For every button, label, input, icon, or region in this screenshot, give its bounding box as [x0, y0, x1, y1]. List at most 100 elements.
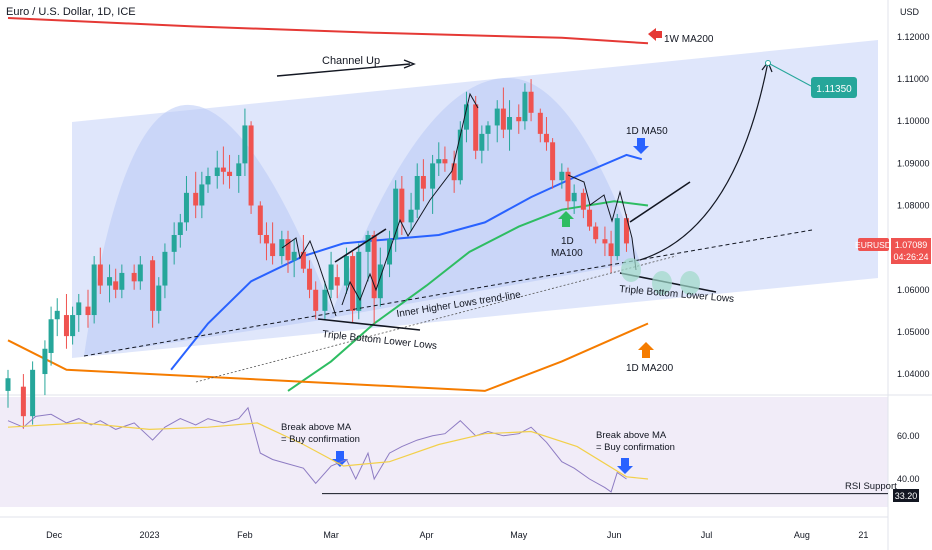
candle-body — [177, 222, 183, 235]
candle-body — [522, 91, 528, 122]
candle-body — [150, 260, 156, 311]
candle-body — [343, 256, 349, 286]
candle-body — [300, 251, 306, 269]
candle-body — [494, 108, 500, 126]
time-tick-label: Jul — [701, 530, 713, 540]
candle-body — [193, 192, 199, 206]
candle-body — [270, 243, 276, 257]
candle-body — [257, 205, 263, 235]
price-tick-label: 1.11000 — [897, 74, 929, 84]
candle-body — [291, 251, 297, 261]
candle-body — [623, 218, 629, 244]
rsi-left-pointer-arrow — [332, 451, 348, 467]
rsi-band — [0, 397, 888, 507]
candle-body — [54, 310, 60, 320]
right-breakout-line — [629, 181, 691, 223]
candle-body — [393, 188, 399, 240]
candle-body — [214, 167, 220, 177]
candle-body — [236, 163, 242, 177]
time-tick-label: Apr — [419, 530, 433, 540]
candle-body — [614, 218, 620, 257]
candle-body — [571, 192, 577, 202]
channel-up-arrowhead — [403, 59, 416, 69]
candle-body — [113, 281, 119, 290]
left-arc — [84, 104, 335, 356]
candle-body — [587, 209, 593, 227]
candle-body — [227, 171, 233, 177]
left-breakout-line — [334, 228, 387, 263]
candle-body — [500, 108, 506, 130]
candle-body — [371, 234, 377, 299]
candle-body — [205, 176, 211, 185]
candle-body — [70, 315, 76, 337]
candle-body — [137, 264, 143, 282]
ma100-1d-label-line1: 1D — [561, 236, 574, 247]
candle-body — [430, 163, 436, 189]
candle-body — [76, 302, 82, 316]
candle-body — [479, 133, 485, 151]
left-fractal-zigzag — [281, 237, 337, 317]
symbol-tag-text: EURUSD — [855, 240, 891, 250]
candle-body — [602, 239, 608, 244]
target-dot — [765, 60, 771, 66]
time-tick-label: 2023 — [140, 530, 160, 540]
center-arc — [330, 77, 640, 318]
candle-body — [350, 256, 356, 311]
candle-body — [580, 192, 586, 210]
right-fractal-zigzag — [567, 174, 637, 271]
candle-body — [463, 104, 469, 130]
candle-body — [307, 268, 313, 290]
chart-title: Euro / U.S. Dollar, 1D, ICE — [6, 6, 136, 18]
rsi-break-right-line2: = Buy confirmation — [596, 442, 675, 453]
candle-body — [442, 159, 448, 164]
rsi-layer — [7, 406, 888, 495]
rsi-tick-label: 60.00 — [897, 431, 920, 441]
candle-body — [156, 285, 162, 311]
candle-body — [550, 142, 556, 181]
candle-body — [543, 133, 549, 143]
time-tick-label: Dec — [46, 530, 63, 540]
candle-body — [263, 234, 269, 244]
ma100-1d-label-line2: MA100 — [551, 248, 583, 259]
candle-body — [322, 289, 328, 311]
candle-body — [451, 163, 457, 181]
candle-body — [565, 171, 571, 202]
currency-label: USD — [900, 7, 920, 17]
candle-body — [20, 386, 26, 417]
candle-body — [220, 167, 226, 172]
candle-body — [48, 319, 54, 353]
candle-body — [377, 264, 383, 299]
time-tick-label: Jun — [607, 530, 622, 540]
candle-body — [436, 159, 442, 164]
bottom-marker-bubble — [621, 258, 641, 282]
drawings-layer — [83, 28, 813, 474]
ma50-1d-label: 1D MA50 — [626, 126, 668, 137]
projection-curve — [639, 61, 769, 261]
ma-line — [287, 200, 649, 392]
candle-body — [485, 125, 491, 134]
candle-body — [162, 251, 168, 286]
price-tag — [891, 238, 931, 264]
candle-body — [97, 264, 103, 286]
rsi-break-left-line1: Break above MA — [281, 422, 352, 433]
rsi-ma-line — [7, 422, 649, 480]
channel-up-label: Channel Up — [322, 55, 380, 67]
ma-line — [170, 153, 643, 371]
candle-body — [5, 378, 11, 391]
price-tick-label: 1.05000 — [897, 327, 930, 337]
inner-higher-lows-trendline — [195, 255, 677, 383]
candle-body — [91, 264, 97, 316]
price-tick-label: 1.09000 — [897, 158, 930, 168]
left-projection-path — [341, 92, 479, 306]
ma100-pointer-arrow — [558, 211, 574, 227]
candle-body — [285, 239, 291, 261]
time-tick-label: 21 — [858, 530, 868, 540]
ma-line — [7, 17, 649, 45]
rsi-support-label: RSI Support — [845, 481, 897, 492]
candle-body — [248, 125, 254, 206]
candle-body — [171, 234, 177, 252]
price-tick-label: 1.06000 — [897, 285, 930, 295]
candle-body — [399, 188, 405, 223]
